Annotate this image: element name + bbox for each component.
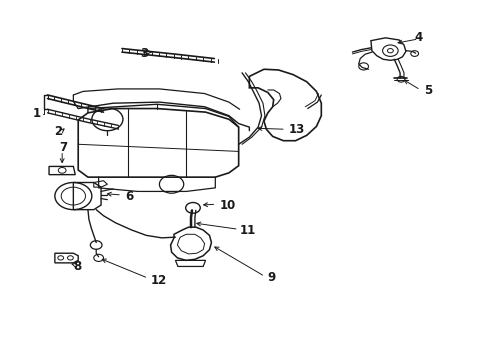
Text: 4: 4 (414, 31, 422, 44)
Text: 5: 5 (424, 84, 432, 97)
Text: 3: 3 (140, 47, 148, 60)
Text: 8: 8 (73, 260, 81, 273)
Text: 9: 9 (267, 271, 276, 284)
Text: 1: 1 (33, 107, 41, 120)
Text: 12: 12 (151, 274, 167, 287)
Text: 10: 10 (219, 198, 235, 212)
Text: 6: 6 (125, 190, 133, 203)
Text: 11: 11 (239, 224, 255, 237)
Text: 13: 13 (287, 123, 304, 136)
Text: 2: 2 (54, 125, 62, 138)
Text: 7: 7 (59, 141, 67, 154)
